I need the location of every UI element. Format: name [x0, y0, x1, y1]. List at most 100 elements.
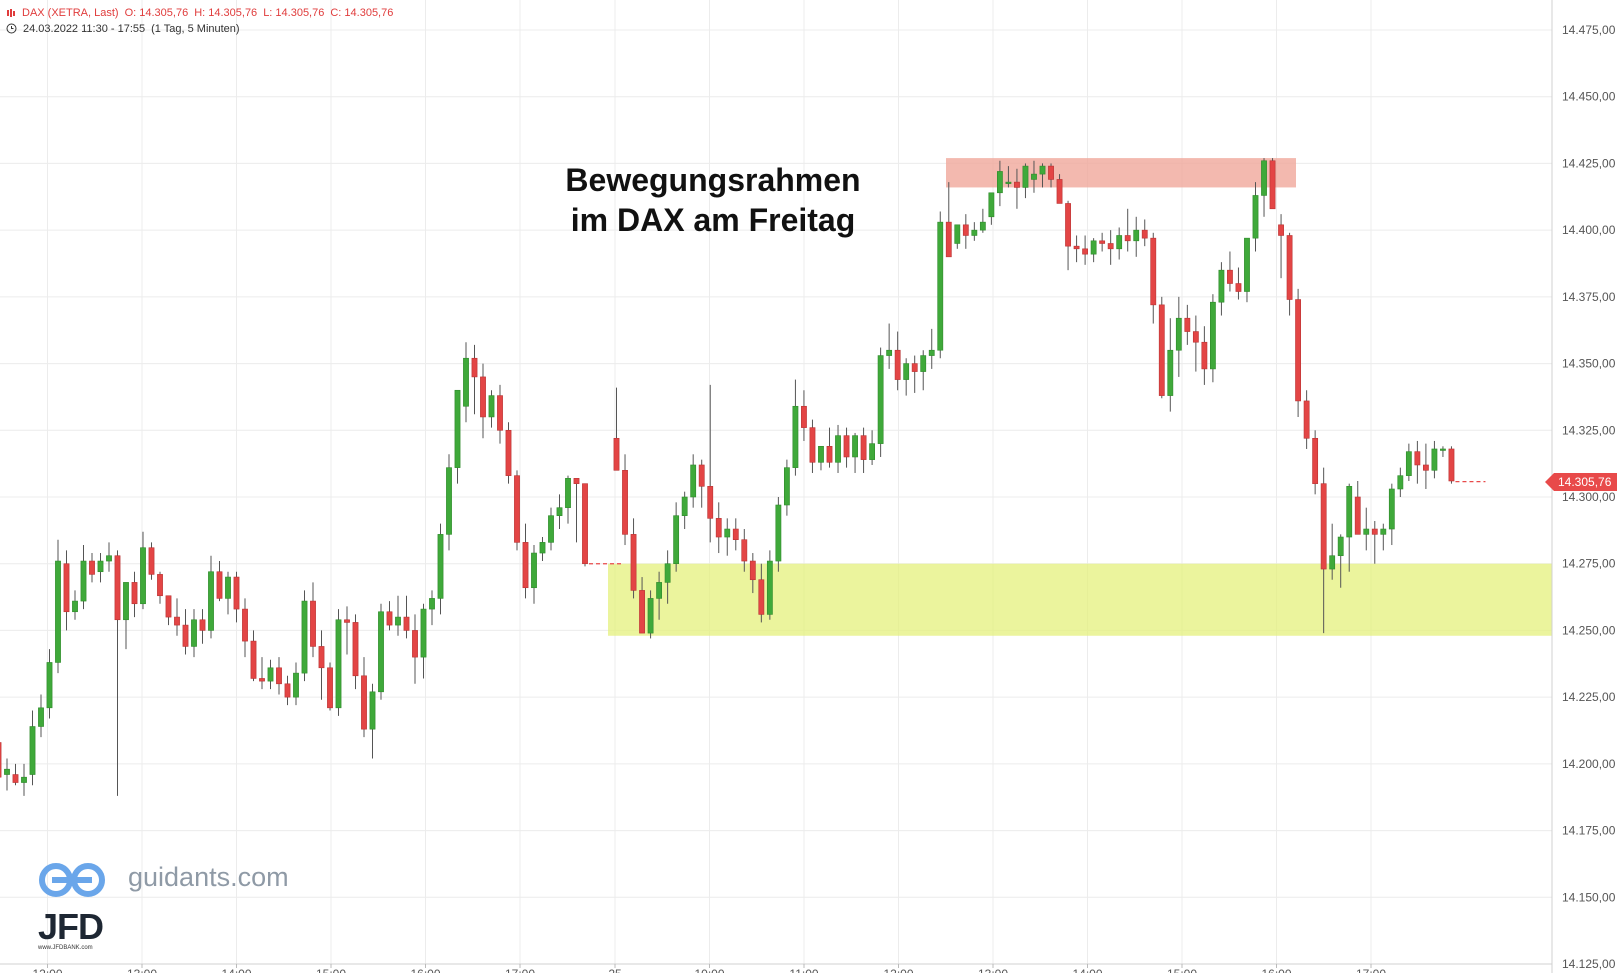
- price-zones: [608, 158, 1552, 636]
- candle-body: [1278, 224, 1284, 236]
- y-tick-label: 14.175,00: [1562, 824, 1616, 838]
- candle-body: [233, 576, 240, 610]
- candle-body: [386, 611, 393, 626]
- candle-body: [225, 576, 231, 599]
- candle-body: [1090, 240, 1097, 255]
- candle-body: [80, 560, 87, 602]
- candle-body: [1141, 229, 1148, 239]
- guidants-logo-icon: [39, 863, 105, 897]
- candle-body: [1363, 528, 1370, 535]
- candle-body: [21, 776, 27, 783]
- candle-body: [715, 518, 722, 538]
- candle-body: [1235, 283, 1242, 292]
- candle-body: [996, 171, 1003, 194]
- candle-body: [1039, 165, 1046, 175]
- candle-body: [656, 582, 662, 599]
- candle-body: [1388, 488, 1395, 530]
- candle-body: [1397, 475, 1404, 490]
- candle-body: [903, 363, 910, 380]
- candle-body: [894, 349, 901, 380]
- candle-body: [1124, 235, 1131, 242]
- candle-body: [531, 552, 537, 589]
- candle-body: [1175, 317, 1182, 351]
- x-tick-label: 14:00: [221, 967, 251, 973]
- candle-body: [1192, 331, 1199, 343]
- candle-body: [55, 560, 61, 663]
- jfd-logo: JFD: [38, 906, 104, 947]
- candle-body: [1320, 483, 1327, 570]
- candle-body: [89, 560, 95, 575]
- interval-label[interactable]: (1 Tag, 5 Minuten): [151, 23, 240, 35]
- candle-body: [539, 542, 546, 554]
- candle-body: [29, 726, 36, 775]
- symbol-label[interactable]: DAX (XETRA, Last): [22, 7, 119, 19]
- candle-body: [1158, 304, 1165, 396]
- candle-body: [647, 598, 654, 634]
- candle-body: [1286, 235, 1293, 300]
- candle-body: [1303, 400, 1310, 439]
- candle-body: [429, 598, 435, 610]
- candle-body: [1269, 160, 1276, 210]
- candle-body: [412, 630, 418, 658]
- x-tick-label: 13:00: [127, 967, 157, 973]
- candle-body: [1014, 181, 1020, 188]
- candle-body: [741, 539, 748, 562]
- y-tick-label: 14.225,00: [1562, 690, 1616, 704]
- candle-body: [318, 646, 325, 669]
- candle-body: [1005, 181, 1012, 184]
- candle-body: [514, 475, 520, 543]
- candle-body: [191, 619, 197, 647]
- y-tick-label: 14.400,00: [1562, 223, 1616, 237]
- annotation-line-1: Bewegungsrahmen: [565, 162, 861, 198]
- x-tick-label: 13:00: [978, 967, 1008, 973]
- candle-body: [310, 600, 316, 647]
- candle-body: [1354, 496, 1361, 535]
- candle-body: [1210, 301, 1216, 370]
- candle-body: [1031, 173, 1037, 180]
- candle-body: [242, 608, 248, 642]
- candle-body: [46, 662, 53, 709]
- candle-body: [63, 563, 70, 613]
- candle-body: [216, 571, 223, 599]
- candle-body: [1150, 237, 1157, 306]
- candle-body: [1295, 299, 1301, 402]
- candle-body: [1218, 269, 1225, 303]
- candle-body: [573, 478, 580, 484]
- candle-body: [1116, 235, 1123, 250]
- candle-body: [869, 443, 875, 460]
- candle-body: [140, 547, 146, 605]
- clock-icon: [6, 23, 17, 38]
- candle-body: [1099, 240, 1106, 244]
- candle-body: [1133, 229, 1140, 242]
- y-tick-label: 14.275,00: [1562, 557, 1616, 571]
- candle-body: [928, 349, 935, 356]
- candle-body: [801, 405, 807, 428]
- candle-body: [488, 395, 495, 418]
- candle-body: [835, 435, 841, 463]
- candle-body: [480, 376, 486, 418]
- candle-body: [877, 355, 884, 444]
- x-tick-label: 10:00: [694, 967, 724, 973]
- candle-body: [1448, 448, 1455, 482]
- candle-body: [157, 574, 163, 597]
- candle-body: [1244, 237, 1250, 292]
- candle-body: [809, 427, 816, 463]
- candle-body: [681, 496, 688, 516]
- candle-body: [463, 357, 469, 407]
- y-tick-label: 14.375,00: [1562, 290, 1616, 304]
- candle-body: [301, 600, 308, 674]
- watermark-brand: guidants.com: [128, 862, 289, 892]
- candle-body: [1371, 528, 1378, 535]
- y-tick-label: 14.250,00: [1562, 623, 1616, 637]
- chart-range: 24.03.2022 11:30 - 17:55 (1 Tag, 5 Minute…: [6, 22, 246, 38]
- x-tick-label: 11:00: [789, 967, 818, 973]
- candle-body: [182, 624, 189, 647]
- candle-body: [630, 534, 637, 591]
- candle-body: [1048, 165, 1054, 180]
- candle-body: [148, 547, 155, 575]
- candle-body: [698, 464, 705, 487]
- candle-body: [622, 470, 628, 535]
- candle-body: [471, 357, 478, 378]
- candle-body: [505, 429, 512, 476]
